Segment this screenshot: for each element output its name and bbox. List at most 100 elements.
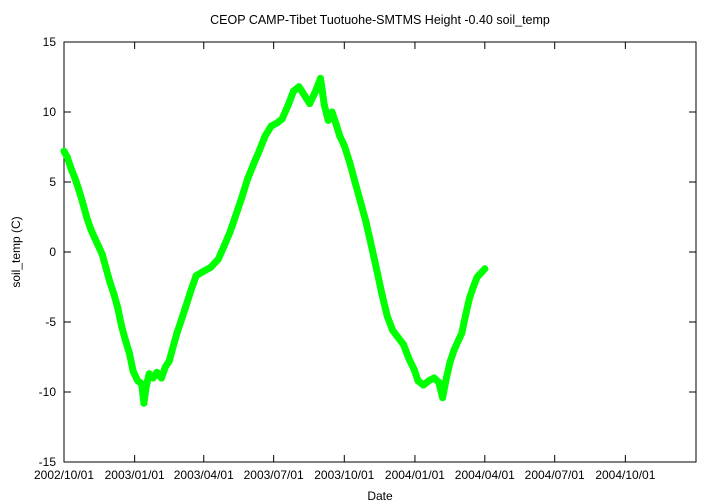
- data-point: [278, 115, 286, 123]
- y-tick-label: 5: [49, 175, 56, 189]
- data-point: [425, 377, 433, 385]
- data-point: [419, 381, 427, 389]
- data-point: [226, 228, 234, 236]
- data-point: [430, 374, 438, 382]
- data-point: [317, 74, 324, 82]
- data-point: [399, 340, 407, 348]
- data-point: [356, 198, 364, 206]
- data-point: [98, 251, 106, 259]
- data-point: [118, 322, 126, 330]
- data-point: [78, 198, 86, 206]
- data-point: [237, 195, 245, 203]
- x-tick-label: 2003/10/01: [314, 468, 374, 482]
- data-point: [295, 83, 303, 91]
- data-point: [351, 178, 359, 186]
- data-point: [439, 394, 447, 402]
- data-point: [466, 294, 473, 302]
- data-point: [60, 147, 68, 155]
- data-point: [261, 132, 269, 140]
- plot-area: [63, 41, 697, 463]
- data-point: [181, 304, 189, 312]
- data-point: [67, 164, 75, 172]
- data-point: [462, 311, 470, 319]
- y-tick-label: -15: [39, 455, 57, 469]
- data-point: [71, 174, 79, 182]
- x-tick-label: 2004/04/01: [455, 468, 515, 482]
- data-point: [336, 132, 344, 140]
- chart-title: CEOP CAMP-Tibet Tuotuohe-SMTMS Height -0…: [210, 13, 550, 27]
- x-tick-label: 2003/07/01: [244, 468, 304, 482]
- data-point: [267, 122, 275, 130]
- data-point: [435, 378, 443, 386]
- data-point: [454, 338, 462, 346]
- data-point: [121, 336, 129, 344]
- y-tick-label: -10: [39, 385, 57, 399]
- data-point: [161, 363, 169, 371]
- data-point: [362, 217, 370, 225]
- data-point: [153, 368, 161, 376]
- data-point: [378, 290, 386, 298]
- x-tick-label: 2004/07/01: [525, 468, 585, 482]
- data-point: [95, 242, 103, 250]
- data-point: [192, 272, 200, 280]
- data-point: [244, 175, 251, 183]
- data-point: [231, 213, 239, 221]
- data-point: [158, 374, 165, 382]
- data-point: [446, 357, 454, 365]
- y-tick-label: 0: [49, 245, 56, 259]
- data-point: [149, 374, 157, 382]
- data-point: [207, 263, 215, 271]
- data-point: [300, 91, 308, 99]
- y-tick-label: -5: [45, 315, 56, 329]
- data-point: [324, 116, 332, 124]
- data-point: [311, 88, 319, 96]
- data-point: [173, 329, 181, 337]
- data-point: [169, 343, 177, 351]
- data-point: [450, 346, 458, 354]
- data-point: [332, 119, 340, 127]
- plot-frame: [63, 41, 697, 463]
- data-point: [125, 349, 133, 357]
- y-axis-label: soil_temp (C): [9, 216, 23, 287]
- data-point: [306, 100, 314, 108]
- data-point: [320, 101, 328, 109]
- data-point: [250, 160, 258, 168]
- data-point: [328, 108, 336, 116]
- data-point: [83, 214, 91, 222]
- data-point: [221, 241, 228, 249]
- data-point: [405, 354, 413, 362]
- x-tick-label: 2004/10/01: [595, 468, 655, 482]
- data-point: [114, 304, 122, 312]
- x-axis-label: Date: [367, 489, 393, 503]
- data-point: [177, 318, 185, 326]
- data-point: [469, 283, 477, 291]
- data-point: [273, 119, 281, 127]
- x-tick-label: 2002/10/01: [34, 468, 94, 482]
- data-point: [340, 142, 348, 150]
- data-point: [442, 374, 450, 382]
- x-tick-label: 2003/04/01: [174, 468, 234, 482]
- data-point: [110, 290, 118, 298]
- data-point: [414, 377, 422, 385]
- data-point: [458, 329, 466, 337]
- y-tick-label: 10: [43, 105, 57, 119]
- data-point: [481, 265, 489, 273]
- data-point: [255, 147, 263, 155]
- data-point: [383, 312, 391, 320]
- data-point: [106, 279, 114, 287]
- data-point: [91, 234, 99, 242]
- data-point: [75, 185, 83, 193]
- data-point: [346, 158, 354, 166]
- data-point: [140, 399, 148, 407]
- y-tick-label: 15: [43, 35, 57, 49]
- data-point: [284, 101, 292, 109]
- data-point: [394, 333, 402, 341]
- data-point: [290, 87, 298, 95]
- x-tick-label: 2004/01/01: [385, 468, 445, 482]
- data-point: [142, 382, 150, 390]
- data-point: [389, 326, 397, 334]
- data-point: [87, 226, 95, 234]
- y-axis-ticks: -15 -10 -5 0 5 10 15: [39, 35, 696, 469]
- x-tick-label: 2003/01/01: [105, 468, 165, 482]
